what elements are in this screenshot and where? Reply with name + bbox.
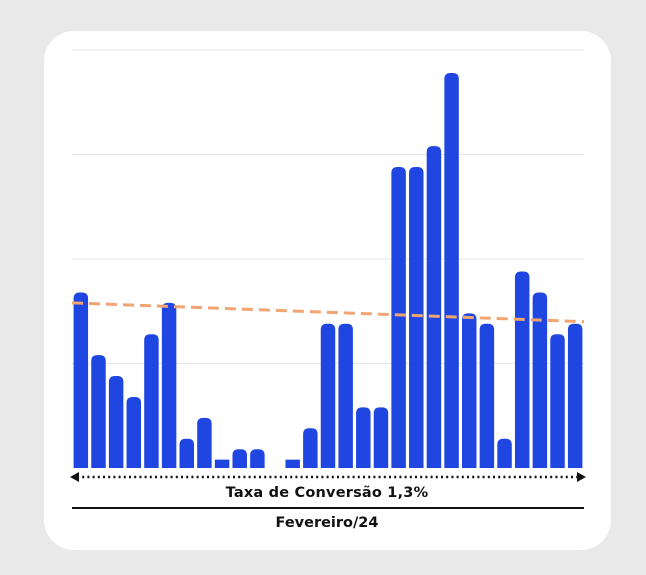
bar-28 — [550, 334, 565, 468]
bar-20 — [409, 167, 424, 469]
bar-18 — [373, 407, 389, 468]
bar-25 — [497, 438, 512, 468]
arrow-left-icon — [70, 472, 79, 482]
bar-16 — [338, 323, 353, 468]
period-divider — [72, 507, 584, 509]
bar-3 — [108, 376, 124, 468]
bar-8 — [197, 417, 212, 468]
bar-17 — [356, 407, 371, 468]
bar-6 — [161, 302, 177, 468]
bar-23 — [462, 313, 477, 468]
arrow-right-icon — [577, 472, 586, 482]
bar-27 — [532, 292, 548, 468]
bar-1 — [73, 292, 89, 468]
bar-7 — [179, 438, 194, 468]
trend-layer — [71, 301, 585, 324]
bar-10 — [232, 449, 247, 468]
bar-5 — [144, 334, 159, 468]
bar-24 — [479, 323, 495, 468]
bar-19 — [391, 167, 406, 469]
trend-line — [71, 301, 585, 324]
conversion-rate-label: Taxa de Conversão 1,3% — [225, 485, 429, 501]
bar-29 — [567, 323, 583, 468]
bar-14 — [303, 428, 318, 468]
bar-22 — [444, 72, 459, 469]
bar-13 — [285, 459, 300, 468]
bar-series — [73, 72, 583, 469]
bar-9 — [214, 459, 230, 468]
bar-26 — [514, 271, 530, 468]
x-axis-label: Fevereiro/24 — [275, 515, 379, 531]
bar-4 — [126, 396, 142, 468]
x-axis-range-arrow — [69, 468, 587, 488]
bar-21 — [426, 146, 442, 468]
gridlines — [72, 49, 584, 364]
bar-2 — [91, 355, 106, 468]
bar-11 — [250, 449, 265, 468]
bar-15 — [320, 323, 336, 468]
